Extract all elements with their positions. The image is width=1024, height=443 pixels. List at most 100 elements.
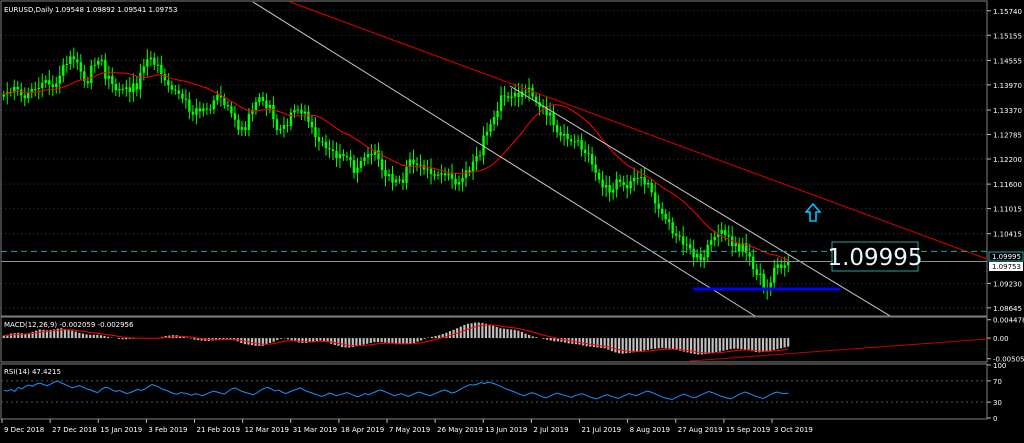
candle [709,232,713,253]
candle [62,58,65,83]
price-tick-label: 1.08645 [993,305,1022,313]
candle [573,134,576,149]
time-tick-label: 21 Feb 2019 [197,426,241,434]
candle [331,140,335,161]
time-tick-label: 2 Jul 2019 [533,426,568,434]
candle [370,144,373,165]
candle [454,173,457,191]
candle [566,126,569,147]
price-tick-label: 1.14555 [993,57,1022,65]
candle [44,75,48,88]
rsi-label: RSI(14) 47.4215 [4,368,61,376]
time-tick-label: 15 Sep 2019 [726,426,770,434]
candle [548,102,552,126]
candle [506,91,510,103]
candle [377,142,380,168]
candle [597,168,601,184]
red-downtrend-line [289,1,988,260]
candle [265,93,268,117]
candle [748,243,751,266]
candle [615,171,618,198]
candle [773,259,776,291]
candle [146,49,149,77]
candle [562,124,566,146]
candle [594,156,597,182]
candle [636,170,639,185]
rsi-tick-label: 0 [993,415,997,423]
candle [13,79,16,100]
candle [247,107,251,137]
ohlc-header: 1.09548 1.09892 1.09541 1.09753 [55,6,177,14]
candle [699,247,702,268]
candle [132,73,135,102]
time-tick-label: 7 May 2019 [389,426,430,434]
candle [541,98,545,115]
candle [734,236,737,253]
candle [233,105,237,128]
candle [713,230,716,247]
candle [510,88,513,107]
candle [314,117,317,148]
price-tick-label: 1.09230 [993,280,1022,288]
price-tick-label: 1.12200 [993,156,1022,164]
candle [209,104,212,115]
candle [366,146,370,165]
candle [776,257,779,275]
candle [787,254,790,273]
candle [230,101,233,118]
candle [604,175,608,198]
candle [58,65,62,94]
rsi-tick-label: 30 [993,399,1002,407]
candle [205,102,209,116]
candle [296,105,300,115]
macd-tick-label: 0.00 [993,335,1009,343]
candle [552,105,555,133]
candle [678,231,681,241]
candle [349,149,352,168]
candle [545,96,548,126]
candle [258,93,261,107]
level-price-tag: 1.09995 [988,251,1024,262]
price-axis: 1.15740 1.15155 1.14555 1.13970 1.13370 1.127… [987,8,1022,313]
candle [272,96,275,128]
candle [398,175,401,184]
candle [660,201,664,221]
candle [447,168,450,181]
candle [783,256,786,277]
candle [373,144,377,161]
candle [170,80,174,95]
candle [727,225,730,247]
candle [261,91,265,106]
candle [363,152,366,166]
rsi-line [3,380,789,400]
rsi-tick-label: 100 [993,362,1006,370]
candle [706,239,709,263]
candle [391,166,394,191]
macd-tick-label: 0.004478 [993,317,1024,325]
candle [394,175,398,187]
candle [695,249,699,263]
candle [181,89,184,104]
channel-lower-line [252,1,756,317]
candle [384,159,387,187]
candle [321,136,324,147]
candle [286,118,289,133]
candle [443,167,447,182]
candle [769,276,772,297]
candle [440,164,443,184]
candle [405,160,408,190]
candle [464,161,468,187]
candle [741,237,744,257]
candle [359,156,363,173]
candle [338,143,342,169]
candle [212,95,216,115]
candle [569,135,573,146]
candle [496,101,499,127]
candle [720,222,723,242]
price-tick-label: 1.10415 [993,231,1022,239]
candle [16,80,19,96]
candle [289,108,293,131]
candle [692,239,695,267]
candle [118,82,121,97]
